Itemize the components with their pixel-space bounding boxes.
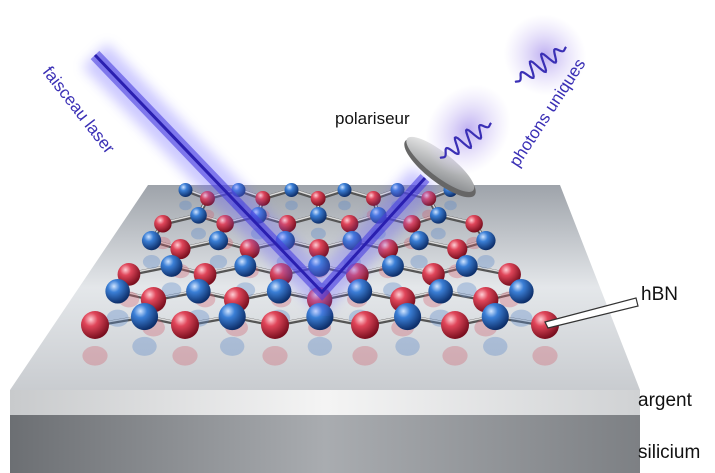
atom xyxy=(509,279,534,304)
atom xyxy=(310,191,326,206)
polarizer-label: polariseur xyxy=(335,109,410,128)
atom xyxy=(441,311,469,339)
laser-beam xyxy=(82,43,438,317)
atom-reflection xyxy=(307,336,333,356)
atom xyxy=(498,263,521,286)
atom xyxy=(190,207,207,224)
atom xyxy=(160,255,183,277)
atom-reflection xyxy=(209,255,228,269)
atom xyxy=(117,263,141,286)
atom xyxy=(366,191,381,206)
atom xyxy=(382,255,404,277)
atom-reflection xyxy=(442,346,468,366)
atom-reflection xyxy=(510,309,533,327)
atom-reflection xyxy=(262,346,288,366)
photon-wave xyxy=(514,46,567,84)
atom-reflection xyxy=(410,255,428,269)
silver-label: argent xyxy=(638,390,693,411)
atom-reflection xyxy=(179,200,192,211)
atom xyxy=(531,311,559,339)
atom xyxy=(351,311,379,339)
atom xyxy=(308,239,329,260)
atom xyxy=(409,231,429,251)
atom-reflection xyxy=(82,346,108,366)
atom-reflection xyxy=(219,336,245,356)
atom xyxy=(428,279,453,304)
atom-reflection xyxy=(352,346,378,366)
atom-reflection xyxy=(142,255,161,269)
atom xyxy=(105,279,130,304)
silicon-label: silicium xyxy=(638,442,700,463)
atom-reflection xyxy=(310,227,326,240)
atom xyxy=(218,303,246,331)
atom xyxy=(81,311,109,339)
atom xyxy=(178,183,193,197)
atom xyxy=(337,183,352,197)
pointer xyxy=(544,297,639,329)
atom xyxy=(310,207,327,224)
photon-wave xyxy=(439,122,492,160)
atom-reflection xyxy=(532,346,558,366)
atom-reflection xyxy=(456,282,477,298)
silver-layer xyxy=(10,390,640,415)
atom-reflection xyxy=(483,336,508,356)
atom-reflection xyxy=(430,227,446,240)
atom xyxy=(481,303,509,331)
lattice xyxy=(81,183,559,366)
material-label: hBN xyxy=(641,284,678,305)
atom-reflection xyxy=(477,255,495,269)
atom-reflection xyxy=(285,200,298,211)
atom xyxy=(340,215,359,233)
atom xyxy=(208,231,229,251)
silicon-layer xyxy=(10,415,640,473)
atom-reflection xyxy=(338,200,351,211)
atom xyxy=(347,279,373,304)
atom xyxy=(429,207,447,224)
atom xyxy=(234,255,257,277)
atom xyxy=(261,311,289,339)
atom xyxy=(266,279,292,304)
atom xyxy=(171,311,199,339)
atom-reflection xyxy=(395,336,420,356)
atom xyxy=(394,303,422,331)
atom xyxy=(154,215,172,233)
atom-reflection xyxy=(161,282,182,298)
atom xyxy=(170,239,191,260)
atom xyxy=(284,183,299,197)
atom xyxy=(141,231,162,251)
atom-reflection xyxy=(106,309,129,327)
atom xyxy=(447,239,468,260)
atom-reflection xyxy=(191,227,206,240)
atom xyxy=(186,279,211,304)
atom xyxy=(465,215,483,233)
atom xyxy=(455,255,478,277)
atom xyxy=(476,231,496,251)
atom-reflection xyxy=(132,336,157,356)
atom xyxy=(130,303,159,331)
atom-reflection xyxy=(172,346,198,366)
atom-reflection xyxy=(444,200,457,211)
